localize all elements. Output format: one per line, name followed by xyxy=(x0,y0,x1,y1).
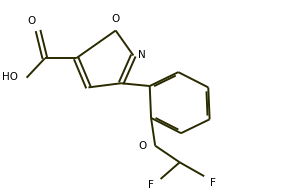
Text: F: F xyxy=(148,180,154,190)
Text: O: O xyxy=(139,141,147,151)
Text: N: N xyxy=(138,50,146,60)
Text: O: O xyxy=(27,16,35,26)
Text: F: F xyxy=(210,178,215,188)
Text: O: O xyxy=(112,14,120,24)
Text: HO: HO xyxy=(2,72,18,82)
